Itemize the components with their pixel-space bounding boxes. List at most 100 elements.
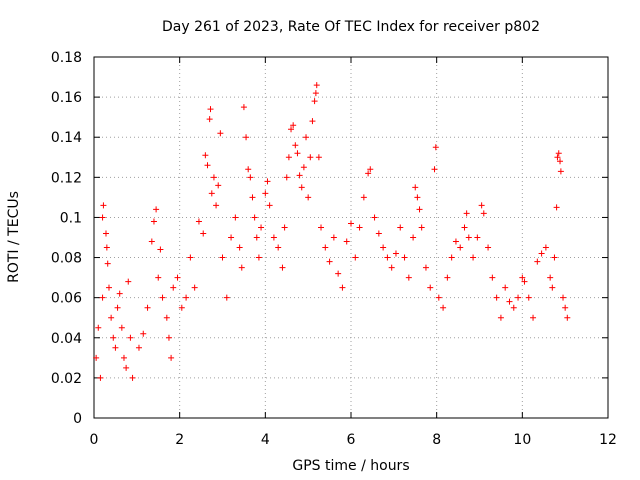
data-point <box>510 304 517 311</box>
data-point <box>562 304 569 311</box>
x-tick-label: 4 <box>261 432 270 448</box>
data-point <box>392 250 399 257</box>
data-point <box>315 154 322 161</box>
data-point <box>360 194 367 201</box>
data-point <box>258 224 265 231</box>
data-point <box>183 294 190 301</box>
tick-labels: 0 2 4 6 8 10 12 0 0.02 0.04 0.06 0.08 0.1 0.12 0.14 0.1… <box>51 50 617 448</box>
data-point <box>210 174 217 181</box>
data-point <box>262 190 269 197</box>
data-point <box>521 278 528 285</box>
data-point <box>322 244 329 251</box>
data-point <box>157 246 164 253</box>
data-point <box>264 178 271 185</box>
data-point <box>542 244 549 251</box>
data-point <box>270 234 277 241</box>
data-point <box>397 224 404 231</box>
data-point <box>275 244 282 251</box>
data-point <box>93 354 100 361</box>
data-point <box>105 284 112 291</box>
data-point <box>191 284 198 291</box>
data-point <box>249 194 256 201</box>
data-point <box>435 294 442 301</box>
data-point <box>549 284 556 291</box>
data-point <box>348 220 354 227</box>
data-point <box>102 230 109 237</box>
data-point <box>352 254 359 261</box>
chart-title: Day 261 of 2023, Rate Of TEC Index for r… <box>162 19 540 35</box>
y-tick-label: 0 <box>73 411 82 427</box>
data-point <box>159 294 166 301</box>
x-tick-label: 0 <box>90 432 99 448</box>
data-point <box>431 166 438 173</box>
data-point <box>104 260 111 267</box>
data-point <box>440 304 447 311</box>
data-point <box>547 274 554 281</box>
data-point <box>251 214 258 221</box>
x-axis-label: GPS time / hours <box>292 458 409 474</box>
x-tick-label: 10 <box>513 432 531 448</box>
data-point <box>551 254 558 261</box>
data-point <box>219 254 226 261</box>
data-point <box>560 294 567 301</box>
data-point <box>294 150 301 157</box>
data-point <box>564 314 571 321</box>
x-tick-label: 8 <box>432 432 441 448</box>
data-point <box>163 314 170 321</box>
data-point <box>215 182 222 189</box>
axis-ticks <box>93 56 609 419</box>
data-point <box>217 130 224 137</box>
data-point <box>418 224 425 231</box>
data-point <box>290 122 297 129</box>
data-point <box>414 194 421 201</box>
data-point <box>326 258 333 265</box>
y-axis-label: ROTI / TECUs <box>6 191 22 283</box>
data-point <box>296 172 303 179</box>
data-point <box>118 324 125 331</box>
data-point <box>335 270 342 277</box>
data-point <box>380 244 387 251</box>
data-point <box>305 194 312 201</box>
data-point <box>236 244 243 251</box>
data-point <box>99 214 106 221</box>
data-point <box>207 106 214 113</box>
data-point <box>114 304 121 311</box>
data-point <box>313 82 320 89</box>
data-point <box>247 174 254 181</box>
data-point <box>213 202 220 209</box>
data-point <box>457 244 464 251</box>
data-point <box>371 214 378 221</box>
data-point <box>480 210 487 217</box>
data-point <box>178 304 185 311</box>
data-point <box>303 134 310 141</box>
data-point <box>144 304 151 311</box>
x-tick-label: 2 <box>175 432 184 448</box>
y-tick-label: 0.1 <box>60 210 82 226</box>
data-point <box>187 254 194 261</box>
data-point <box>312 90 319 97</box>
y-tick-label: 0.04 <box>51 331 82 347</box>
data-point <box>432 144 439 151</box>
data-point <box>148 238 155 245</box>
data-point <box>330 234 337 241</box>
data-point <box>416 206 423 213</box>
data-point <box>232 214 239 221</box>
data-point <box>255 254 262 261</box>
data-point <box>519 274 526 281</box>
data-point <box>515 294 522 301</box>
data-point <box>557 158 564 165</box>
y-tick-label: 0.08 <box>51 251 82 267</box>
data-point <box>356 224 363 231</box>
data-point <box>240 104 247 111</box>
data-point <box>95 324 102 331</box>
data-point <box>489 274 496 281</box>
data-point <box>343 238 350 245</box>
data-point <box>444 274 451 281</box>
data-point <box>223 294 230 301</box>
data-point <box>123 364 130 371</box>
grid-lines <box>94 57 608 418</box>
data-point <box>474 234 481 241</box>
data-point <box>228 234 235 241</box>
data-point <box>103 244 110 251</box>
data-point <box>170 284 177 291</box>
